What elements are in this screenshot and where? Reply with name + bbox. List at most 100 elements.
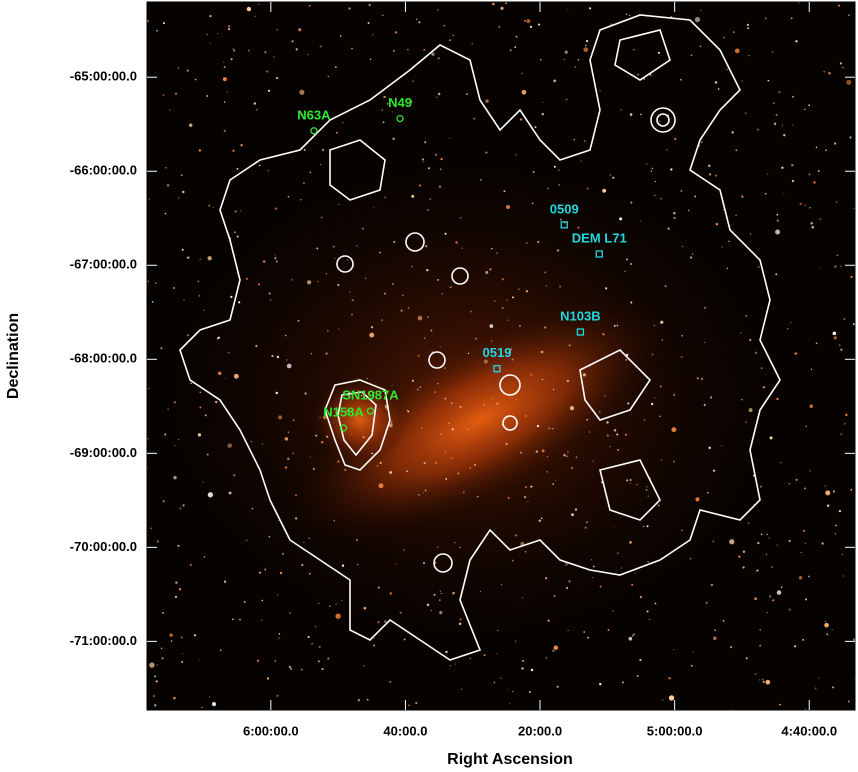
star (553, 645, 559, 650)
star (148, 198, 150, 200)
star (177, 67, 180, 69)
star (474, 463, 477, 467)
star (226, 91, 228, 93)
star (147, 280, 150, 283)
star (295, 494, 297, 497)
star (427, 316, 429, 318)
star (525, 290, 529, 293)
star (258, 164, 261, 167)
star (776, 213, 779, 216)
star (640, 113, 642, 116)
star (309, 456, 311, 458)
star (664, 284, 667, 288)
star (842, 66, 844, 69)
star (509, 49, 512, 52)
star (485, 271, 489, 275)
star (545, 285, 548, 287)
star (258, 571, 261, 574)
star (566, 98, 568, 101)
star (808, 575, 810, 578)
star (209, 42, 211, 44)
star (687, 209, 690, 212)
star (742, 550, 746, 553)
star (232, 48, 235, 50)
star (287, 195, 290, 198)
star (496, 402, 499, 405)
x-axis-title: Right Ascension (447, 751, 573, 768)
star (347, 259, 349, 261)
star (489, 324, 494, 328)
star (548, 427, 551, 430)
star (636, 675, 639, 677)
region-emission (310, 375, 410, 465)
star (479, 590, 482, 592)
star (498, 25, 501, 28)
star (154, 675, 156, 678)
star (650, 170, 653, 172)
star (351, 47, 353, 50)
star (391, 282, 394, 285)
star (825, 149, 827, 151)
star (585, 44, 587, 47)
star (848, 14, 850, 16)
star (530, 373, 533, 376)
star (544, 326, 547, 329)
star (178, 588, 182, 591)
star (566, 455, 568, 458)
star (632, 633, 636, 636)
star (532, 170, 535, 173)
star (423, 337, 426, 340)
star (729, 539, 735, 545)
star (173, 401, 176, 404)
star (459, 618, 462, 621)
source-label: N49 (388, 95, 412, 110)
star (232, 149, 235, 152)
star (772, 599, 775, 602)
star (198, 295, 200, 297)
star (162, 611, 164, 614)
star (592, 576, 594, 579)
star (651, 353, 654, 356)
star (377, 586, 380, 589)
source-marker (576, 328, 585, 336)
star (754, 673, 757, 675)
star (493, 681, 496, 684)
star (186, 256, 190, 259)
star (411, 379, 415, 382)
star (515, 398, 518, 401)
star (775, 229, 781, 235)
star (567, 629, 569, 632)
star (800, 551, 802, 554)
star (483, 403, 485, 406)
star (605, 287, 608, 290)
star (775, 113, 778, 117)
star (217, 371, 222, 376)
star (843, 318, 846, 320)
star (613, 324, 616, 327)
star (546, 470, 548, 473)
star (642, 525, 645, 528)
star (403, 638, 406, 641)
star (208, 696, 211, 698)
star (819, 267, 821, 269)
star (300, 199, 302, 201)
star (311, 642, 314, 645)
star (592, 460, 594, 462)
star (670, 168, 673, 171)
star (160, 347, 163, 350)
star (629, 113, 633, 116)
star (780, 586, 783, 589)
star (227, 27, 231, 31)
star (341, 599, 343, 601)
star (334, 66, 337, 69)
star (466, 428, 469, 431)
star (552, 483, 555, 485)
star (778, 91, 781, 94)
star (493, 300, 496, 303)
sky-image (147, 2, 855, 710)
star (173, 476, 177, 480)
star (565, 563, 568, 566)
star (393, 240, 396, 243)
star (521, 667, 524, 670)
star (714, 81, 718, 84)
